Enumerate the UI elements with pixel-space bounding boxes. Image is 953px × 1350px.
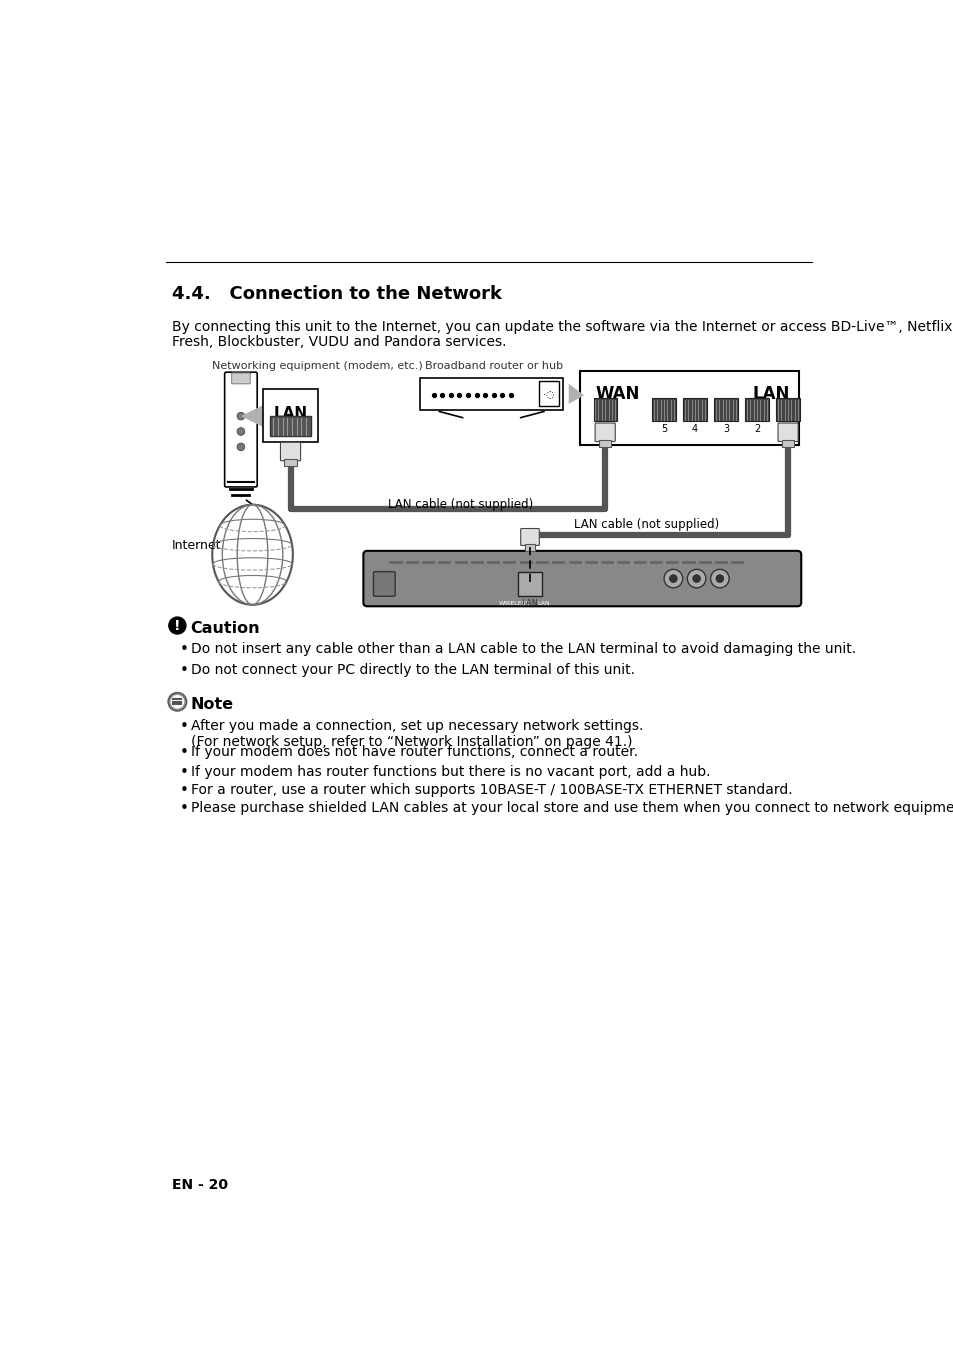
FancyBboxPatch shape [781,440,794,447]
Text: LAN: LAN [537,601,550,606]
Text: Do not connect your PC directly to the LAN terminal of this unit.: Do not connect your PC directly to the L… [192,663,635,676]
Text: WAN: WAN [596,385,639,404]
FancyBboxPatch shape [778,423,798,441]
Text: 1: 1 [784,424,790,433]
Text: Fresh, Blockbuster, VUDU and Pandora services.: Fresh, Blockbuster, VUDU and Pandora ser… [172,335,506,350]
Text: If your modem has router functions but there is no vacant port, add a hub.: If your modem has router functions but t… [192,765,710,779]
FancyBboxPatch shape [714,398,737,421]
Circle shape [168,693,187,711]
Text: LAN: LAN [521,598,537,608]
Text: Networking equipment (modem, etc.): Networking equipment (modem, etc.) [212,360,422,371]
FancyBboxPatch shape [270,416,311,436]
Text: 4: 4 [691,424,698,433]
FancyBboxPatch shape [593,398,617,421]
Circle shape [171,695,184,709]
Text: 2: 2 [753,424,760,433]
FancyBboxPatch shape [598,440,611,447]
FancyBboxPatch shape [284,459,296,466]
Text: •: • [179,663,189,678]
Text: Note: Note [191,697,233,713]
Text: For a router, use a router which supports 10BASE-T / 100BASE-TX ETHERNET standar: For a router, use a router which support… [192,783,792,798]
FancyBboxPatch shape [520,528,538,545]
Circle shape [236,443,245,451]
Text: •: • [179,801,189,817]
Text: By connecting this unit to the Internet, you can update the software via the Int: By connecting this unit to the Internet,… [172,320,953,333]
Text: LAN: LAN [752,385,789,404]
Text: •: • [179,643,189,657]
Circle shape [236,428,245,435]
FancyBboxPatch shape [524,544,535,551]
FancyBboxPatch shape [682,398,706,421]
Ellipse shape [212,505,293,605]
Text: Do not insert any cable other than a LAN cable to the LAN terminal to avoid dama: Do not insert any cable other than a LAN… [192,643,856,656]
FancyBboxPatch shape [776,398,799,421]
Text: Internet: Internet [172,539,221,552]
FancyBboxPatch shape [537,382,558,406]
Text: •: • [179,765,189,780]
Text: If your modem does not have router functions, connect a router.: If your modem does not have router funct… [192,745,638,759]
FancyBboxPatch shape [232,373,250,383]
FancyBboxPatch shape [498,585,560,598]
Text: After you made a connection, set up necessary network settings.
(For network set: After you made a connection, set up nece… [192,718,643,749]
FancyBboxPatch shape [744,398,768,421]
Text: 4.4.   Connection to the Network: 4.4. Connection to the Network [172,285,501,304]
Text: !: ! [174,618,180,633]
Text: •: • [179,783,189,798]
FancyBboxPatch shape [363,551,801,606]
FancyBboxPatch shape [595,423,615,441]
Text: LAN: LAN [274,406,307,421]
Circle shape [663,570,682,587]
Polygon shape [241,405,264,428]
Text: LAN cable (not supplied): LAN cable (not supplied) [573,518,719,531]
Text: 3: 3 [722,424,728,433]
Circle shape [169,617,186,634]
Text: EN - 20: EN - 20 [172,1179,228,1192]
FancyBboxPatch shape [373,571,395,597]
Circle shape [716,575,723,582]
FancyBboxPatch shape [419,378,562,410]
Text: ·◌: ·◌ [542,390,554,401]
Circle shape [686,570,705,587]
Text: 5: 5 [660,424,666,433]
Text: Broadband router or hub: Broadband router or hub [425,360,563,371]
Circle shape [692,575,700,582]
FancyBboxPatch shape [517,572,542,595]
FancyBboxPatch shape [652,398,675,421]
Polygon shape [568,383,583,404]
Circle shape [710,570,728,587]
Text: WIRELESS: WIRELESS [498,601,530,606]
Text: Please purchase shielded LAN cables at your local store and use them when you co: Please purchase shielded LAN cables at y… [192,801,953,815]
FancyBboxPatch shape [262,389,318,441]
Text: Caution: Caution [191,621,260,636]
FancyBboxPatch shape [280,443,300,460]
Text: •: • [179,718,189,733]
FancyBboxPatch shape [579,371,798,444]
Circle shape [236,412,245,420]
Text: LAN cable (not supplied): LAN cable (not supplied) [387,498,533,512]
Circle shape [669,575,677,582]
Text: •: • [179,745,189,760]
FancyBboxPatch shape [224,373,257,487]
